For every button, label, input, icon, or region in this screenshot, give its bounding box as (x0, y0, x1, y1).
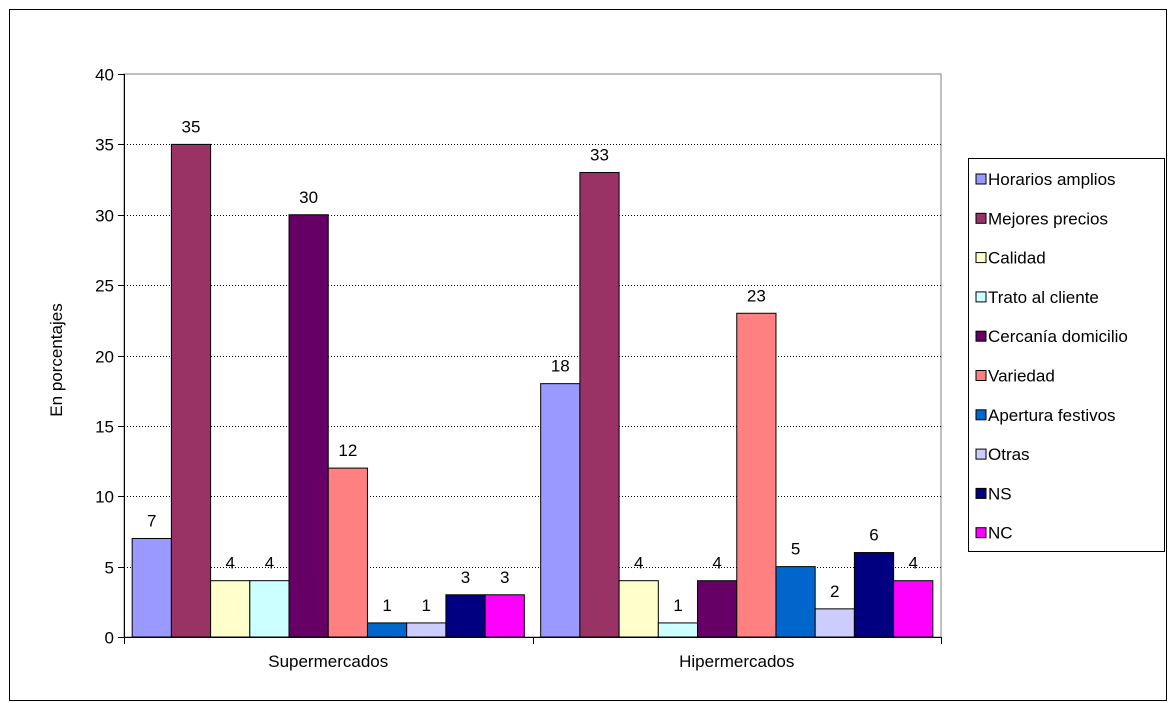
bar-1-5 (736, 312, 777, 638)
bar-0-5 (327, 467, 368, 638)
data-label: 30 (299, 188, 318, 207)
y-tick-label: 20 (95, 348, 114, 367)
data-label: 4 (634, 554, 643, 573)
y-axis-label: En porcentajes (47, 303, 66, 416)
data-label: 7 (147, 511, 156, 530)
data-label: 12 (338, 441, 357, 460)
legend-swatch-1 (975, 212, 987, 224)
data-label: 35 (182, 117, 201, 136)
y-tick-label: 30 (95, 207, 114, 226)
y-tick-label: 10 (95, 488, 114, 507)
bar-1-9 (893, 580, 934, 638)
legend-label: NC (988, 524, 1013, 543)
bar-1-1 (579, 172, 620, 638)
plot-area (123, 73, 942, 638)
bar-0-6 (366, 622, 408, 638)
data-label: 4 (225, 554, 234, 573)
data-label: 5 (791, 540, 800, 559)
legend-swatch-6 (975, 409, 987, 421)
x-tick-label: Supermercados (268, 652, 388, 671)
bar-0-7 (406, 622, 447, 638)
bar-0-3 (249, 580, 290, 638)
legend-swatch-7 (975, 448, 987, 460)
data-label: 6 (869, 526, 878, 545)
legend-label: NS (988, 484, 1012, 503)
data-label: 3 (461, 568, 470, 587)
legend-label: Mejores precios (988, 209, 1108, 228)
bar-0-8 (445, 594, 486, 638)
bar-1-7 (814, 608, 855, 638)
data-label: 4 (712, 554, 721, 573)
legend-swatch-0 (975, 173, 987, 185)
y-tick-label: 35 (95, 136, 114, 155)
x-tick-label: Hipermercados (679, 652, 794, 671)
y-tick-label: 0 (105, 629, 114, 648)
bar-1-6 (775, 566, 816, 638)
legend-label: Apertura festivos (988, 406, 1116, 425)
legend-label: Otras (988, 445, 1030, 464)
data-label: 33 (590, 146, 609, 165)
data-label: 2 (830, 582, 839, 601)
data-label: 4 (265, 554, 274, 573)
bar-1-3 (657, 622, 699, 638)
legend-swatch-9 (975, 527, 987, 539)
bar-0-1 (170, 143, 212, 638)
data-label: 18 (551, 357, 570, 376)
y-tick-label: 5 (105, 559, 114, 578)
bar-1-0 (540, 383, 581, 638)
bar-0-9 (484, 594, 525, 638)
data-label: 4 (908, 554, 917, 573)
legend-label: Horarios amplios (988, 170, 1116, 189)
legend-label: Variedad (988, 367, 1055, 386)
legend-swatch-5 (975, 370, 987, 381)
legend-swatch-3 (975, 291, 987, 303)
legend (968, 158, 1165, 552)
y-tick-label: 15 (95, 418, 114, 437)
data-label: 1 (382, 596, 391, 615)
legend-swatch-2 (975, 252, 987, 264)
data-label: 1 (422, 596, 431, 615)
legend-swatch-8 (975, 487, 987, 499)
legend-label: Calidad (988, 249, 1046, 268)
legend-swatch-4 (975, 330, 987, 342)
data-label: 3 (500, 568, 509, 587)
bar-0-2 (210, 580, 251, 638)
data-label: 1 (673, 596, 682, 615)
data-label: 23 (747, 286, 766, 305)
y-tick-label: 25 (95, 277, 114, 296)
bar-0-0 (131, 537, 172, 638)
bar-1-4 (697, 580, 738, 638)
legend-label: Cercanía domicilio (988, 327, 1128, 346)
legend-label: Trato al cliente (988, 288, 1099, 307)
bar-0-4 (288, 214, 329, 638)
y-tick-label: 40 (95, 66, 114, 85)
bar-1-2 (618, 580, 659, 638)
bar-1-8 (853, 552, 895, 638)
